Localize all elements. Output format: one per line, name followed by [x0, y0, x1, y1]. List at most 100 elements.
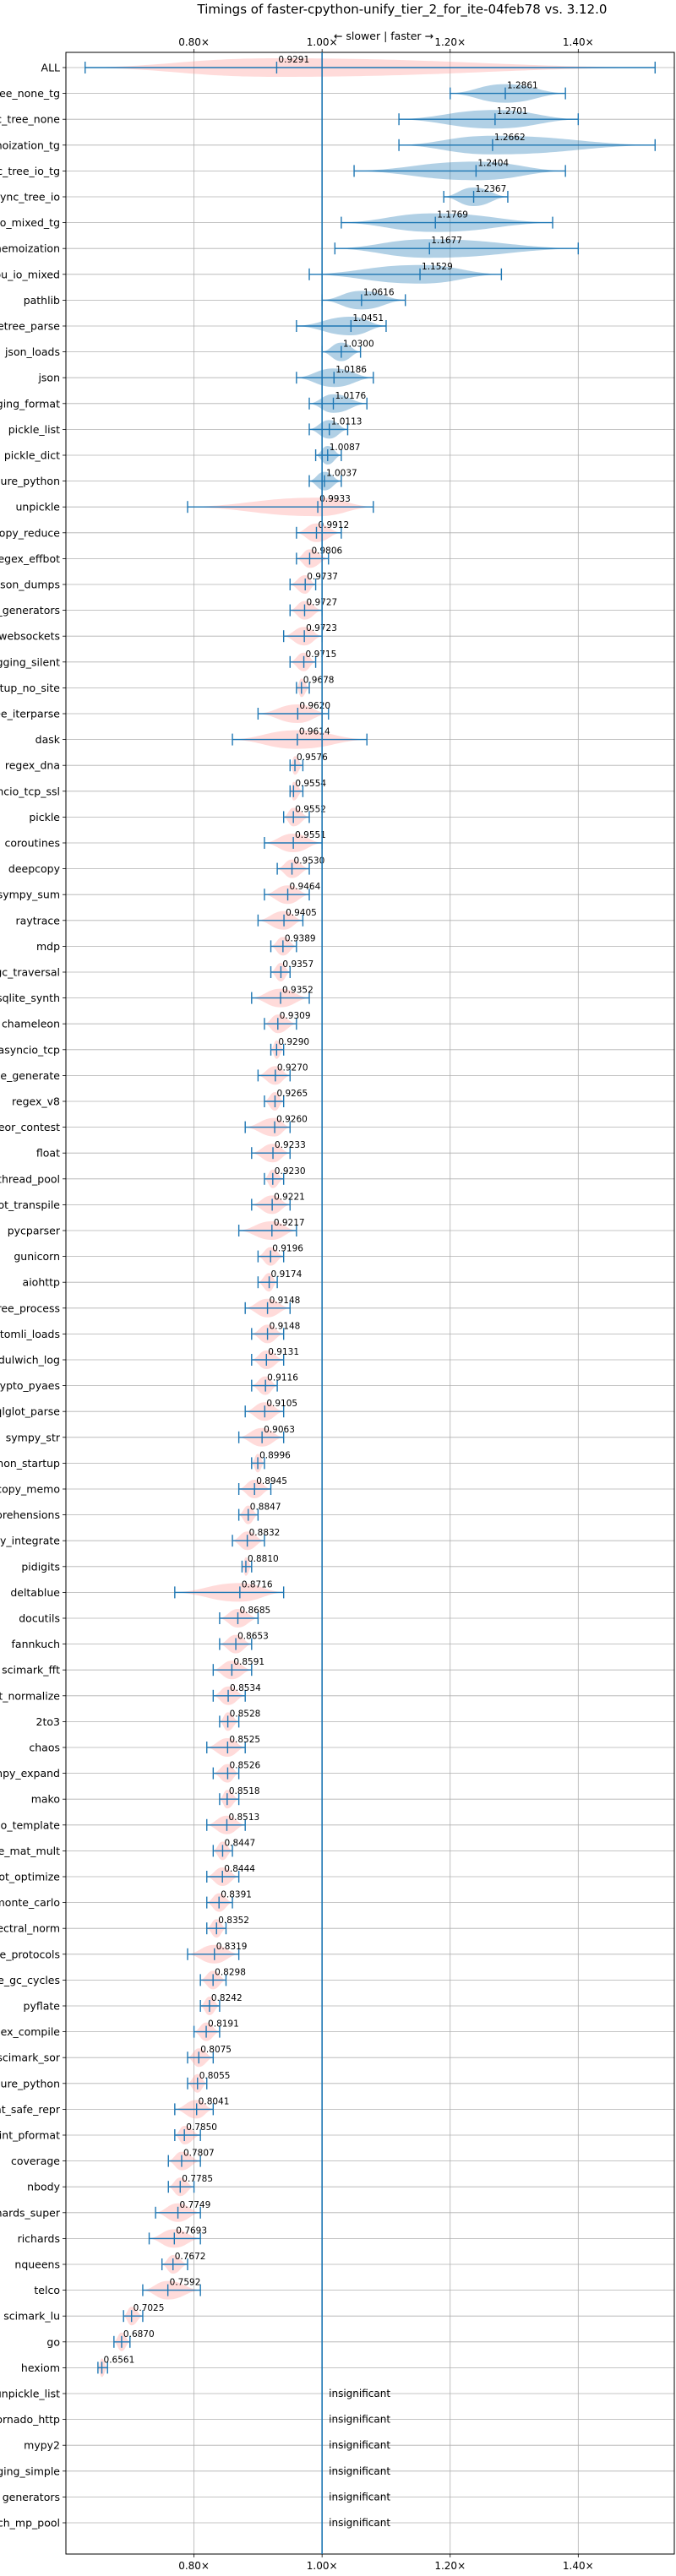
benchmark-label: xml_etree_parse [0, 320, 60, 333]
benchmark-label: unpickle [15, 501, 60, 514]
value-label: 0.9620 [299, 701, 330, 711]
value-label: 0.9530 [294, 856, 325, 867]
value-label: 0.7749 [180, 2200, 211, 2210]
value-label: 0.8444 [224, 1864, 255, 1874]
benchmark-label: float [36, 1147, 60, 1160]
benchmark-label: async_generators [0, 604, 60, 617]
benchmark-label: sympy_integrate [0, 1535, 60, 1547]
insignificant-label: insignificant [329, 2414, 390, 2426]
benchmark-label: crypto_pyaes [0, 1379, 60, 1392]
value-label: 0.6870 [123, 2329, 155, 2340]
value-label: 1.0037 [326, 469, 357, 479]
benchmark-label: generators [3, 2491, 60, 2503]
value-label: 0.9576 [297, 753, 328, 763]
value-label: 0.9291 [278, 55, 309, 65]
benchmark-label: async_tree_io_tg [0, 165, 60, 177]
value-label: 0.8242 [211, 1993, 243, 2003]
benchmark-label: logging_silent [0, 655, 60, 668]
direction-label: ← slower | faster → [334, 30, 433, 42]
benchmark-label: pickle [29, 811, 60, 823]
benchmark-label: richards [18, 2232, 60, 2245]
value-label: 0.9552 [295, 804, 326, 814]
value-label: 0.9389 [285, 933, 316, 943]
value-label: 0.7672 [175, 2252, 206, 2262]
x-tick-label-top: 1.00× [307, 36, 338, 48]
benchmark-label: regex_compile [0, 2025, 60, 2038]
value-label: 0.8810 [248, 1554, 279, 1564]
value-label: 0.9309 [280, 1011, 311, 1021]
value-label: 0.8591 [233, 1657, 264, 1667]
benchmark-label: dulwich_log [0, 1354, 60, 1367]
benchmark-label: async_tree_memoization [0, 242, 60, 255]
benchmark-label: telco [34, 2284, 60, 2296]
x-tick-label-bottom: 0.80× [178, 2560, 210, 2572]
benchmark-label: pickle_pure_python [0, 475, 60, 487]
value-label: 0.9933 [319, 494, 351, 504]
benchmark-label: spectral_norm [0, 1922, 60, 1935]
value-label: 0.8716 [242, 1579, 273, 1590]
benchmark-label: json_loads [4, 345, 60, 358]
value-label: 1.0616 [363, 287, 395, 297]
benchmark-label: async_tree_none_tg [0, 87, 60, 100]
x-tick-label-bottom: 1.20× [434, 2560, 466, 2572]
value-label: 0.9063 [264, 1425, 295, 1435]
value-label: 0.8447 [224, 1838, 255, 1848]
benchmark-label: 2to3 [36, 1715, 60, 1728]
value-label: 0.8996 [259, 1450, 291, 1460]
benchmark-label: deepcopy_reduce [0, 526, 60, 539]
value-label: 0.9221 [274, 1192, 305, 1202]
benchmark-label: comprehensions [0, 1508, 60, 1521]
value-label: 0.8191 [208, 2019, 239, 2030]
value-label: 0.8526 [229, 1761, 260, 1771]
benchmark-label: scimark_lu [3, 2310, 60, 2323]
value-label: 0.8847 [250, 1503, 281, 1513]
benchmark-label: mypy2 [24, 2439, 60, 2452]
benchmark-label: hexiom [21, 2361, 60, 2374]
benchmark-label: pickle_dict [4, 449, 60, 462]
value-label: 0.7693 [176, 2225, 207, 2236]
value-label: 0.9265 [276, 1089, 308, 1099]
value-label: 1.2662 [494, 133, 526, 143]
benchmark-label: deepcopy_memo [0, 1483, 60, 1496]
benchmark-label: pprint_safe_repr [0, 2103, 61, 2116]
benchmark-label: sqlglot_normalize [0, 1689, 60, 1702]
value-label: 0.9678 [303, 675, 335, 685]
benchmark-label: sqlglot_optimize [0, 1871, 60, 1883]
benchmark-label: typing_runtime_protocols [0, 1948, 60, 1960]
benchmark-label: tomli_loads [0, 1328, 60, 1340]
value-label: 0.9148 [270, 1321, 301, 1331]
x-tick-label-bottom: 1.00× [307, 2560, 338, 2572]
value-label: 0.8513 [228, 1812, 259, 1823]
benchmark-label: asyncio_tcp [0, 1043, 60, 1056]
benchmark-label: aiohttp [23, 1276, 61, 1289]
value-label: 0.9357 [282, 959, 313, 970]
benchmark-label: asyncio_websockets [0, 630, 60, 643]
benchmark-label: logging_format [0, 397, 60, 410]
benchmark-label: unpickle_pure_python [0, 2077, 60, 2090]
value-label: 0.9554 [295, 779, 326, 789]
benchmark-label: sympy_str [6, 1431, 61, 1443]
value-label: 0.8534 [230, 1683, 261, 1693]
benchmark-label: pyflate [24, 2000, 61, 2013]
benchmark-label: nqueens [14, 2258, 60, 2271]
value-label: 0.8832 [249, 1528, 281, 1538]
benchmark-label: scimark_sor [0, 2052, 61, 2064]
x-tick-label-bottom: 1.40× [563, 2560, 594, 2572]
value-label: 0.9196 [272, 1244, 303, 1254]
benchmark-label: json [37, 372, 60, 384]
value-label: 0.8391 [221, 1890, 252, 1900]
benchmark-label: async_tree_io [0, 191, 60, 204]
benchmark-label: scimark_sparse_mat_mult [0, 1845, 60, 1857]
value-label: 1.2861 [507, 81, 538, 91]
value-label: 0.9230 [275, 1166, 306, 1177]
value-label: 0.8298 [215, 1967, 246, 1977]
benchmark-label: fannkuch [12, 1638, 60, 1650]
value-label: 0.9290 [278, 1037, 309, 1047]
value-label: 0.8041 [199, 2096, 230, 2106]
insignificant-label: insignificant [329, 2388, 390, 2399]
benchmark-label: regex_v8 [12, 1095, 60, 1108]
benchmark-label: richards_super [0, 2206, 61, 2219]
benchmark-label: async_tree_cpu_io_mixed_tg [0, 216, 60, 229]
benchmark-label: chaos [29, 1742, 60, 1754]
